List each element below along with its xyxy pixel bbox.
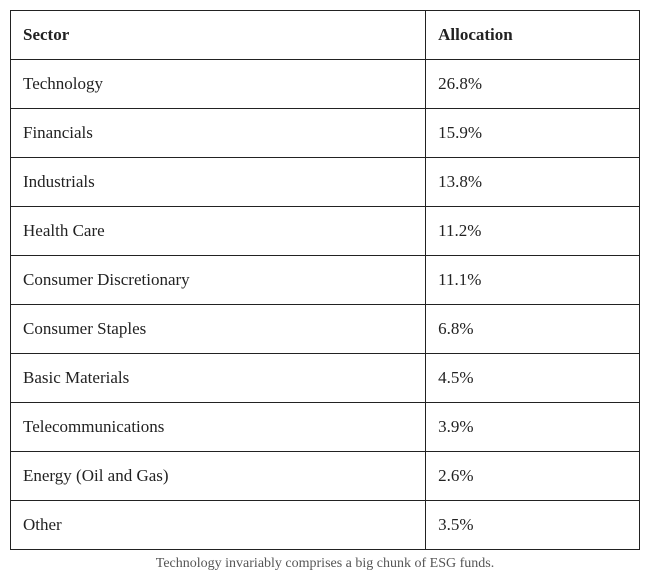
cell-allocation: 26.8% bbox=[426, 60, 640, 109]
table-row: Consumer Staples 6.8% bbox=[11, 305, 640, 354]
cell-sector: Technology bbox=[11, 60, 426, 109]
table-row: Industrials 13.8% bbox=[11, 158, 640, 207]
cell-allocation: 6.8% bbox=[426, 305, 640, 354]
table-row: Consumer Discretionary 11.1% bbox=[11, 256, 640, 305]
cell-sector: Industrials bbox=[11, 158, 426, 207]
cell-sector: Consumer Discretionary bbox=[11, 256, 426, 305]
cell-sector: Consumer Staples bbox=[11, 305, 426, 354]
cell-allocation: 11.2% bbox=[426, 207, 640, 256]
table-row: Other 3.5% bbox=[11, 501, 640, 550]
column-header-sector: Sector bbox=[11, 11, 426, 60]
table-row: Technology 26.8% bbox=[11, 60, 640, 109]
cell-sector: Energy (Oil and Gas) bbox=[11, 452, 426, 501]
cell-allocation: 4.5% bbox=[426, 354, 640, 403]
table-row: Health Care 11.2% bbox=[11, 207, 640, 256]
cell-allocation: 15.9% bbox=[426, 109, 640, 158]
cell-allocation: 13.8% bbox=[426, 158, 640, 207]
cell-sector: Telecommunications bbox=[11, 403, 426, 452]
cell-allocation: 11.1% bbox=[426, 256, 640, 305]
table-row: Basic Materials 4.5% bbox=[11, 354, 640, 403]
cell-allocation: 3.5% bbox=[426, 501, 640, 550]
cell-sector: Other bbox=[11, 501, 426, 550]
table-header-row: Sector Allocation bbox=[11, 11, 640, 60]
cell-allocation: 2.6% bbox=[426, 452, 640, 501]
table-caption: Technology invariably comprises a big ch… bbox=[10, 556, 640, 572]
cell-sector: Basic Materials bbox=[11, 354, 426, 403]
allocation-table-container: Sector Allocation Technology 26.8% Finan… bbox=[10, 10, 640, 572]
cell-allocation: 3.9% bbox=[426, 403, 640, 452]
column-header-allocation: Allocation bbox=[426, 11, 640, 60]
cell-sector: Health Care bbox=[11, 207, 426, 256]
table-row: Energy (Oil and Gas) 2.6% bbox=[11, 452, 640, 501]
cell-sector: Financials bbox=[11, 109, 426, 158]
table-row: Financials 15.9% bbox=[11, 109, 640, 158]
allocation-table: Sector Allocation Technology 26.8% Finan… bbox=[10, 10, 640, 550]
table-row: Telecommunications 3.9% bbox=[11, 403, 640, 452]
